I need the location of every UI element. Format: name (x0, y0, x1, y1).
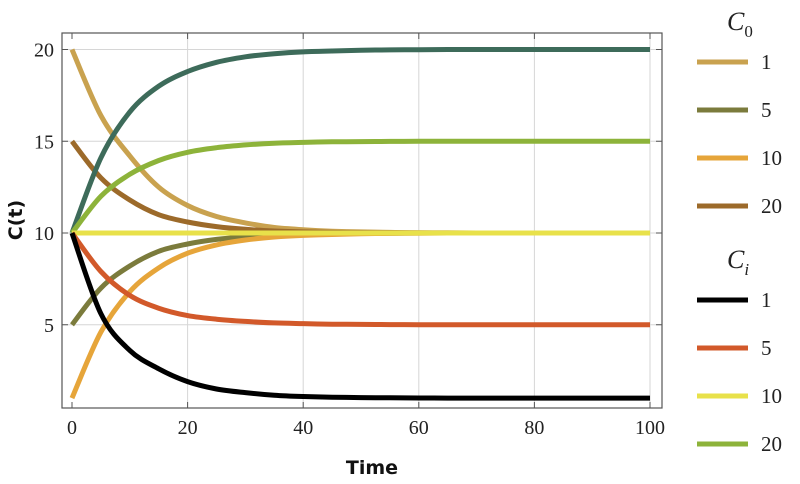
axes (61, 32, 663, 409)
tick-labels: 0 20 40 60 80 100 5 10 15 20 (34, 33, 665, 439)
legend-title-main: C (727, 245, 745, 274)
x-tick-label: 40 (293, 417, 313, 439)
legend-label: 1 (761, 288, 772, 312)
series-line (70, 230, 650, 327)
plot-frame (61, 32, 663, 409)
x-tick-label: 20 (178, 417, 198, 439)
x-tick-label: 60 (409, 417, 429, 439)
legend-label: 1 (761, 50, 772, 74)
x-tick-label: 100 (635, 417, 665, 439)
y-tick-label: 20 (34, 40, 54, 62)
legend-title: C0 (727, 7, 753, 41)
legend-label: 20 (761, 432, 782, 456)
x-tick-label: 80 (524, 417, 544, 439)
legend-label: 20 (761, 194, 782, 218)
series-line (69, 232, 650, 401)
legend-label: 5 (761, 98, 772, 122)
x-axis-label: Time (346, 457, 398, 479)
legend-title-subscript: 0 (744, 22, 753, 41)
y-tick-label: 15 (34, 131, 54, 153)
legend-title: Ci (727, 245, 749, 279)
legend-label: 5 (761, 336, 772, 360)
y-axis-label: C(t) (5, 200, 27, 240)
series-line (69, 231, 650, 328)
legend-label: 10 (761, 146, 782, 170)
x-tick-label: 0 (67, 417, 77, 439)
legend-title-main: C (727, 7, 745, 36)
series-line (69, 230, 650, 400)
legend-label: 10 (761, 384, 782, 408)
series-line (69, 47, 650, 234)
y-tick-label: 10 (34, 223, 54, 245)
legend-title-subscript: i (744, 260, 749, 279)
series-layer (69, 47, 650, 401)
y-tick-label: 5 (44, 315, 54, 337)
series-line (70, 138, 650, 235)
